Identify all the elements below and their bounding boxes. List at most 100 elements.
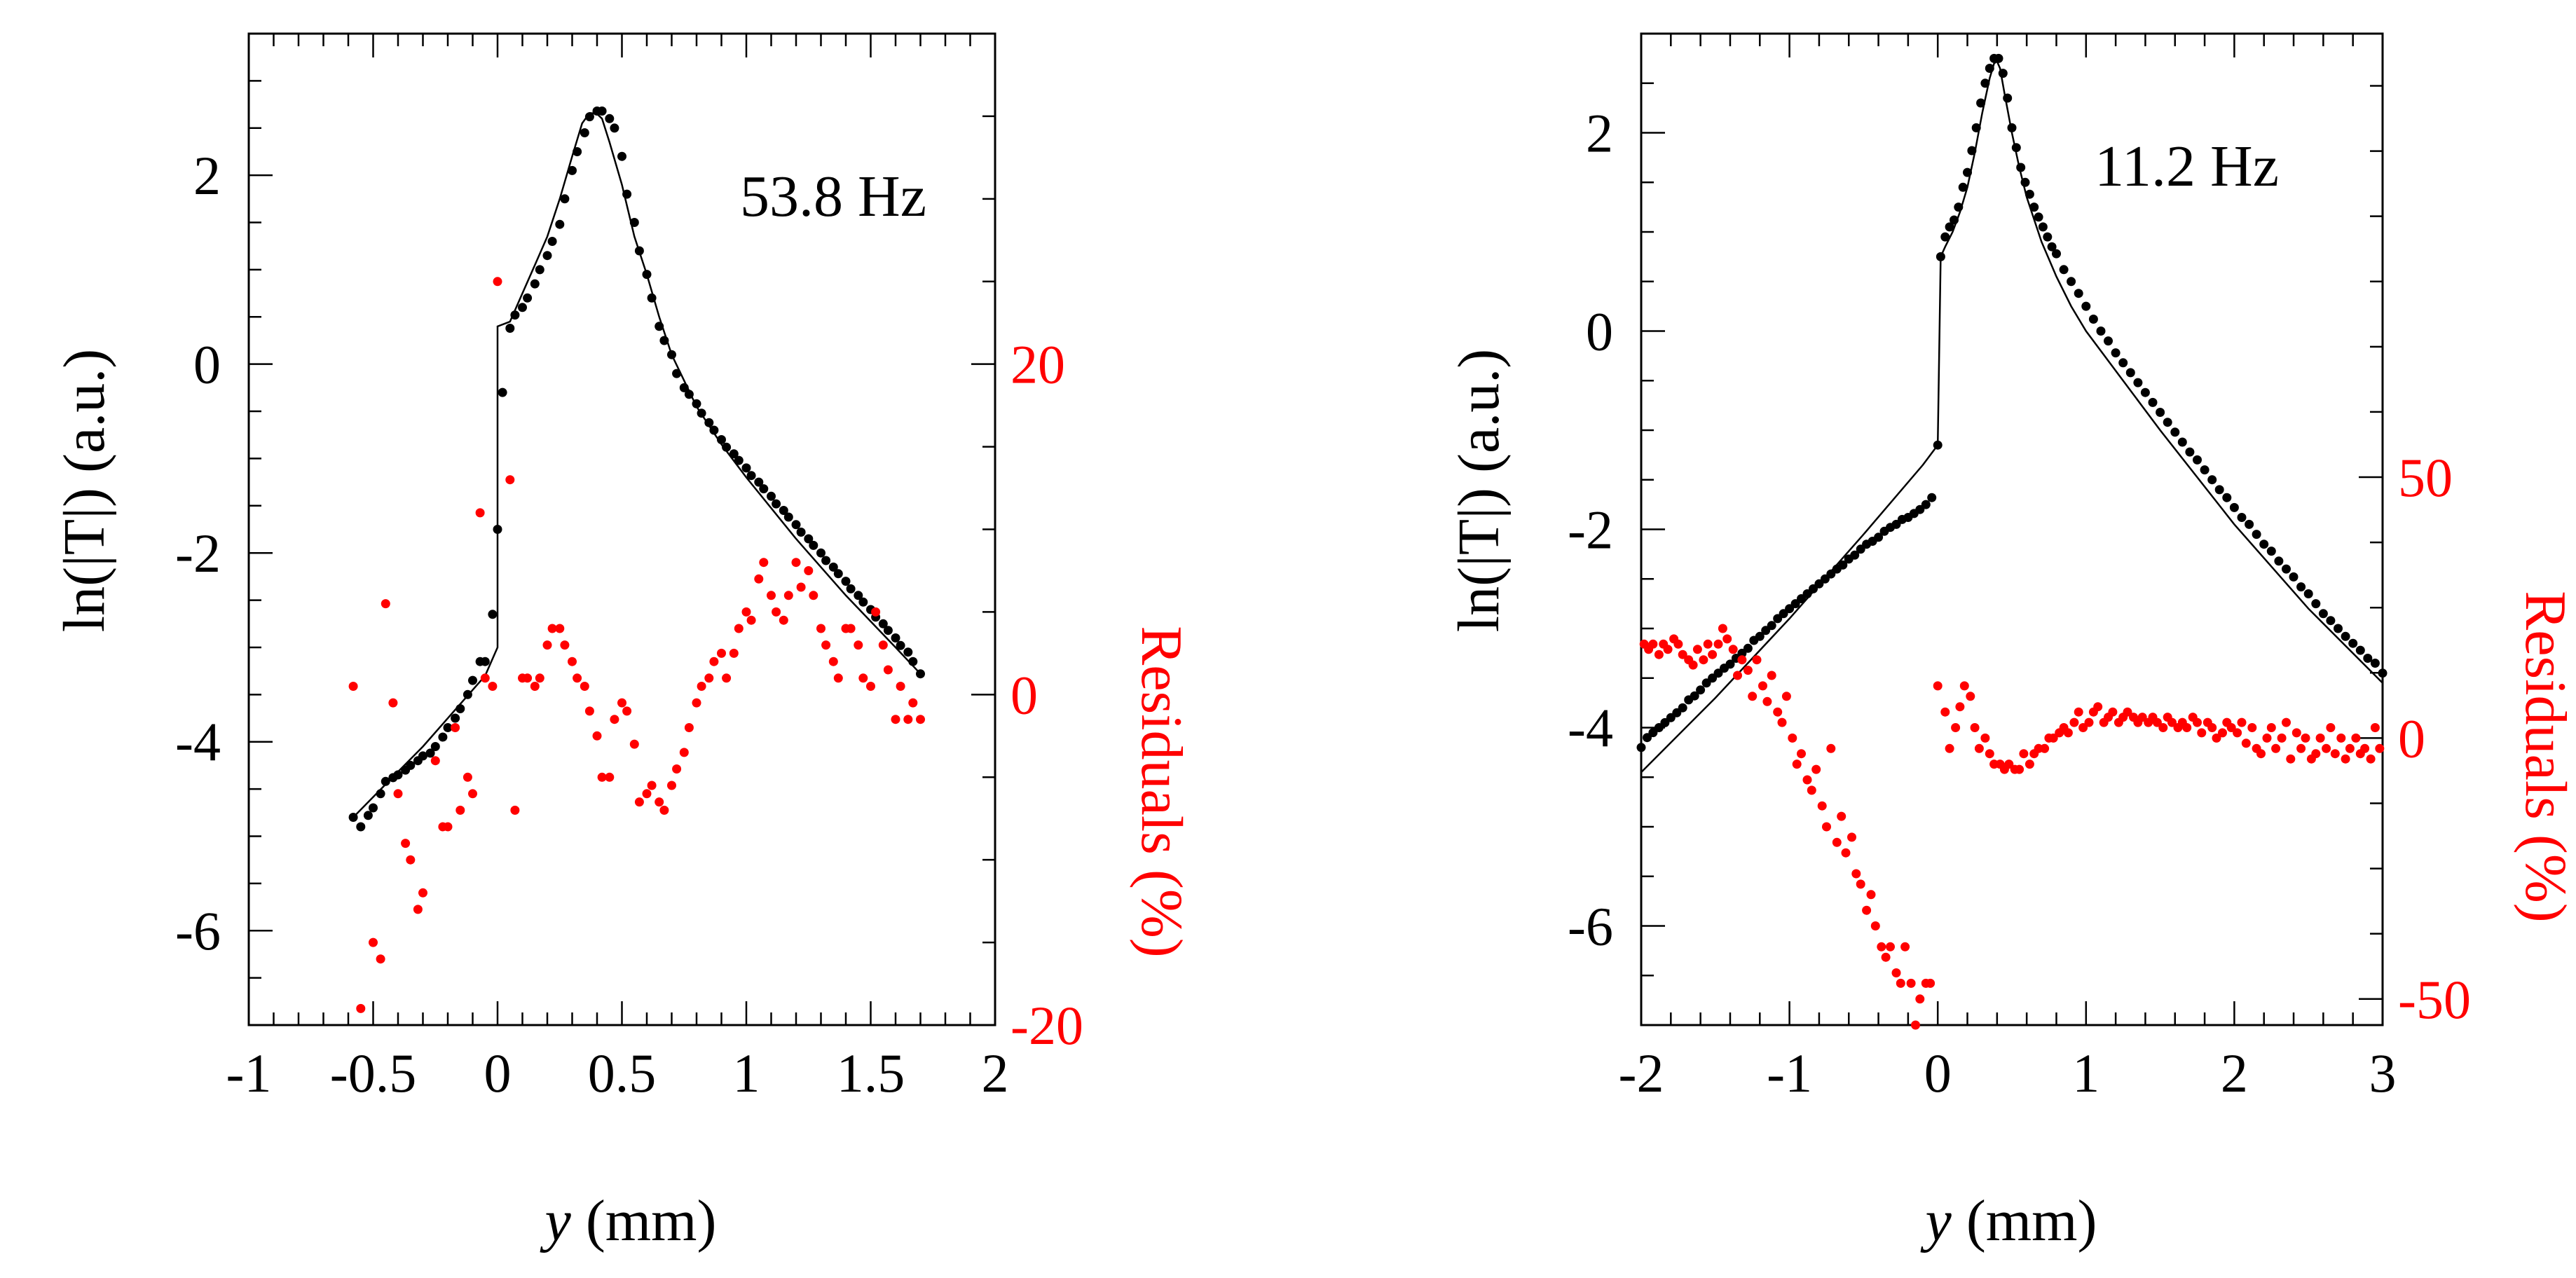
residual-point — [2212, 733, 2221, 743]
residual-point — [597, 772, 607, 782]
residual-point — [2197, 728, 2207, 738]
residual-point — [443, 822, 453, 832]
residual-point — [821, 640, 831, 650]
data-point — [1654, 723, 1664, 732]
residual-point — [1862, 905, 1872, 915]
residual-point — [376, 954, 385, 964]
residual-point — [530, 682, 540, 691]
data-point — [642, 270, 652, 280]
data-point — [1826, 569, 1836, 579]
data-point — [480, 657, 490, 666]
residual-point — [1722, 634, 1732, 644]
residual-point — [1718, 624, 1727, 633]
residual-point — [634, 797, 644, 807]
residual-point — [1980, 733, 1990, 743]
data-point — [1927, 493, 1937, 502]
data-point — [369, 803, 378, 813]
residual-point — [2015, 764, 2025, 774]
y-tick-label: -4 — [175, 712, 221, 773]
data-point — [2363, 654, 2373, 663]
residual-point — [2301, 733, 2310, 743]
residual-point — [746, 615, 756, 625]
residual-point — [2093, 702, 2103, 712]
data-point — [1940, 232, 1950, 242]
y-tick-label: 2 — [193, 145, 221, 206]
data-point — [1838, 560, 1848, 570]
residual-point — [866, 682, 875, 691]
residual-point — [783, 591, 793, 600]
residual-point — [891, 715, 900, 724]
data-point — [2214, 485, 2224, 495]
residual-point — [1811, 764, 1821, 774]
data-point — [1921, 500, 1931, 509]
data-point — [2245, 519, 2254, 529]
residual-point — [2193, 717, 2202, 727]
data-point — [634, 246, 644, 256]
residual-point — [388, 698, 398, 708]
residual-point — [1692, 645, 1702, 654]
residual-point — [1870, 921, 1880, 930]
data-point — [2016, 163, 2026, 172]
residual-point — [2074, 707, 2083, 717]
residual-point — [1891, 968, 1901, 977]
data-point — [2059, 265, 2069, 275]
data-point — [2177, 437, 2187, 447]
y-tick-label: -6 — [1568, 896, 1613, 957]
data-point — [1636, 743, 1646, 753]
residual-point — [1767, 671, 1776, 680]
residual-point — [451, 723, 460, 732]
data-point — [2237, 513, 2247, 522]
data-point — [2355, 645, 2365, 655]
residual-point — [2019, 749, 2029, 759]
residual-point — [592, 731, 602, 741]
residual-point — [2233, 728, 2242, 738]
residual-point — [505, 475, 515, 485]
residual-point — [1817, 801, 1827, 811]
residual-point — [348, 682, 358, 691]
x-tick-label: -1 — [1767, 1043, 1812, 1104]
y2-tick-label: 0 — [2398, 708, 2425, 769]
residual-point — [2266, 723, 2276, 732]
residual-point — [1959, 681, 1969, 691]
residual-point — [393, 789, 403, 799]
data-point — [672, 369, 682, 378]
data-point — [746, 471, 756, 481]
data-point — [1755, 631, 1765, 641]
data-point — [584, 112, 594, 122]
residual-point — [475, 508, 485, 518]
residual-point — [903, 715, 913, 724]
data-point — [1915, 504, 1925, 514]
residual-point — [610, 715, 619, 724]
residual-point — [2167, 717, 2177, 727]
residual-point — [2277, 733, 2287, 743]
data-point — [610, 123, 619, 133]
data-point — [647, 293, 657, 303]
residual-point — [1713, 639, 1723, 649]
data-point — [597, 106, 607, 116]
residual-point — [1699, 655, 1708, 665]
residual-point — [1866, 890, 1876, 900]
data-point — [2370, 659, 2380, 668]
residual-point — [883, 665, 893, 675]
data-point — [2326, 616, 2336, 626]
x-tick-label: 1.5 — [837, 1043, 905, 1104]
residual-point — [1703, 639, 1713, 649]
residual-point — [2262, 733, 2272, 743]
residual-point — [1737, 655, 1747, 665]
data-point — [1985, 64, 1994, 73]
residual-point — [1728, 645, 1738, 654]
residual-point — [846, 624, 856, 633]
residual-point — [1926, 978, 1936, 988]
y-tick-label: -4 — [1568, 698, 1613, 759]
data-point — [2378, 668, 2387, 678]
residual-point — [2345, 743, 2355, 753]
data-point — [779, 506, 788, 515]
data-point — [655, 322, 664, 331]
residual-point — [629, 739, 639, 749]
data-point — [2334, 624, 2343, 633]
residual-point — [2375, 743, 2385, 753]
data-point — [1980, 78, 1990, 88]
data-point — [1874, 532, 1884, 542]
data-point — [816, 548, 825, 558]
